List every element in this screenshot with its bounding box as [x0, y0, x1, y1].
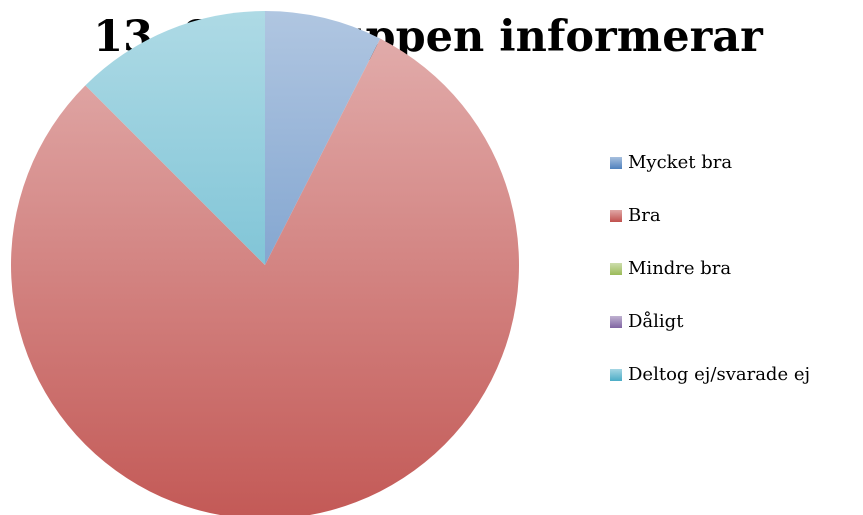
legend-label: Mindre bra — [628, 258, 731, 279]
pie-slice — [11, 38, 519, 515]
legend-label: Dåligt — [628, 310, 684, 332]
legend-swatch — [610, 369, 622, 381]
legend-swatch — [610, 210, 622, 222]
legend-swatch — [610, 263, 622, 275]
pie-slice — [265, 11, 381, 265]
pie-slice — [85, 10, 266, 265]
legend-label: Bra — [628, 205, 661, 226]
legend-label: Deltog ej/svarade ej — [628, 364, 810, 385]
legend-swatch — [610, 316, 622, 328]
legend-swatch — [610, 157, 622, 169]
legend-label: Mycket bra — [628, 152, 732, 173]
